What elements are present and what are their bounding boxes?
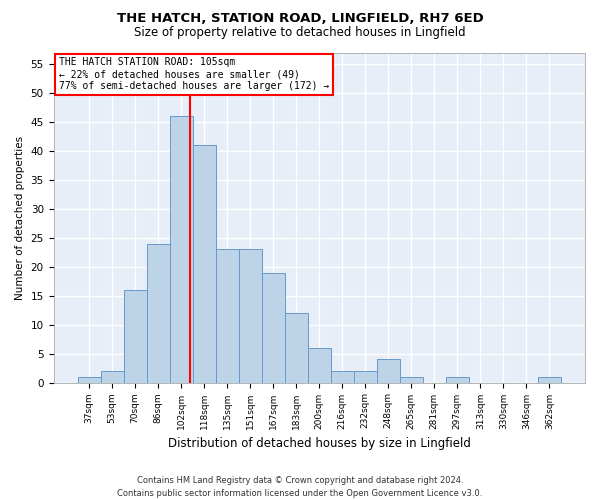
Bar bbox=[193, 145, 216, 382]
Bar bbox=[101, 371, 124, 382]
X-axis label: Distribution of detached houses by size in Lingfield: Distribution of detached houses by size … bbox=[168, 437, 471, 450]
Bar bbox=[262, 272, 285, 382]
Y-axis label: Number of detached properties: Number of detached properties bbox=[15, 136, 25, 300]
Bar bbox=[239, 250, 262, 382]
Text: THE HATCH STATION ROAD: 105sqm
← 22% of detached houses are smaller (49)
77% of : THE HATCH STATION ROAD: 105sqm ← 22% of … bbox=[59, 58, 329, 90]
Bar bbox=[331, 371, 354, 382]
Bar bbox=[377, 360, 400, 382]
Bar bbox=[285, 313, 308, 382]
Bar bbox=[354, 371, 377, 382]
Text: Size of property relative to detached houses in Lingfield: Size of property relative to detached ho… bbox=[134, 26, 466, 39]
Bar bbox=[124, 290, 147, 382]
Bar bbox=[170, 116, 193, 382]
Text: THE HATCH, STATION ROAD, LINGFIELD, RH7 6ED: THE HATCH, STATION ROAD, LINGFIELD, RH7 … bbox=[116, 12, 484, 26]
Bar bbox=[77, 377, 101, 382]
Text: Contains HM Land Registry data © Crown copyright and database right 2024.
Contai: Contains HM Land Registry data © Crown c… bbox=[118, 476, 482, 498]
Bar bbox=[400, 377, 423, 382]
Bar bbox=[147, 244, 170, 382]
Bar bbox=[308, 348, 331, 382]
Bar bbox=[538, 377, 561, 382]
Bar bbox=[446, 377, 469, 382]
Bar bbox=[216, 250, 239, 382]
